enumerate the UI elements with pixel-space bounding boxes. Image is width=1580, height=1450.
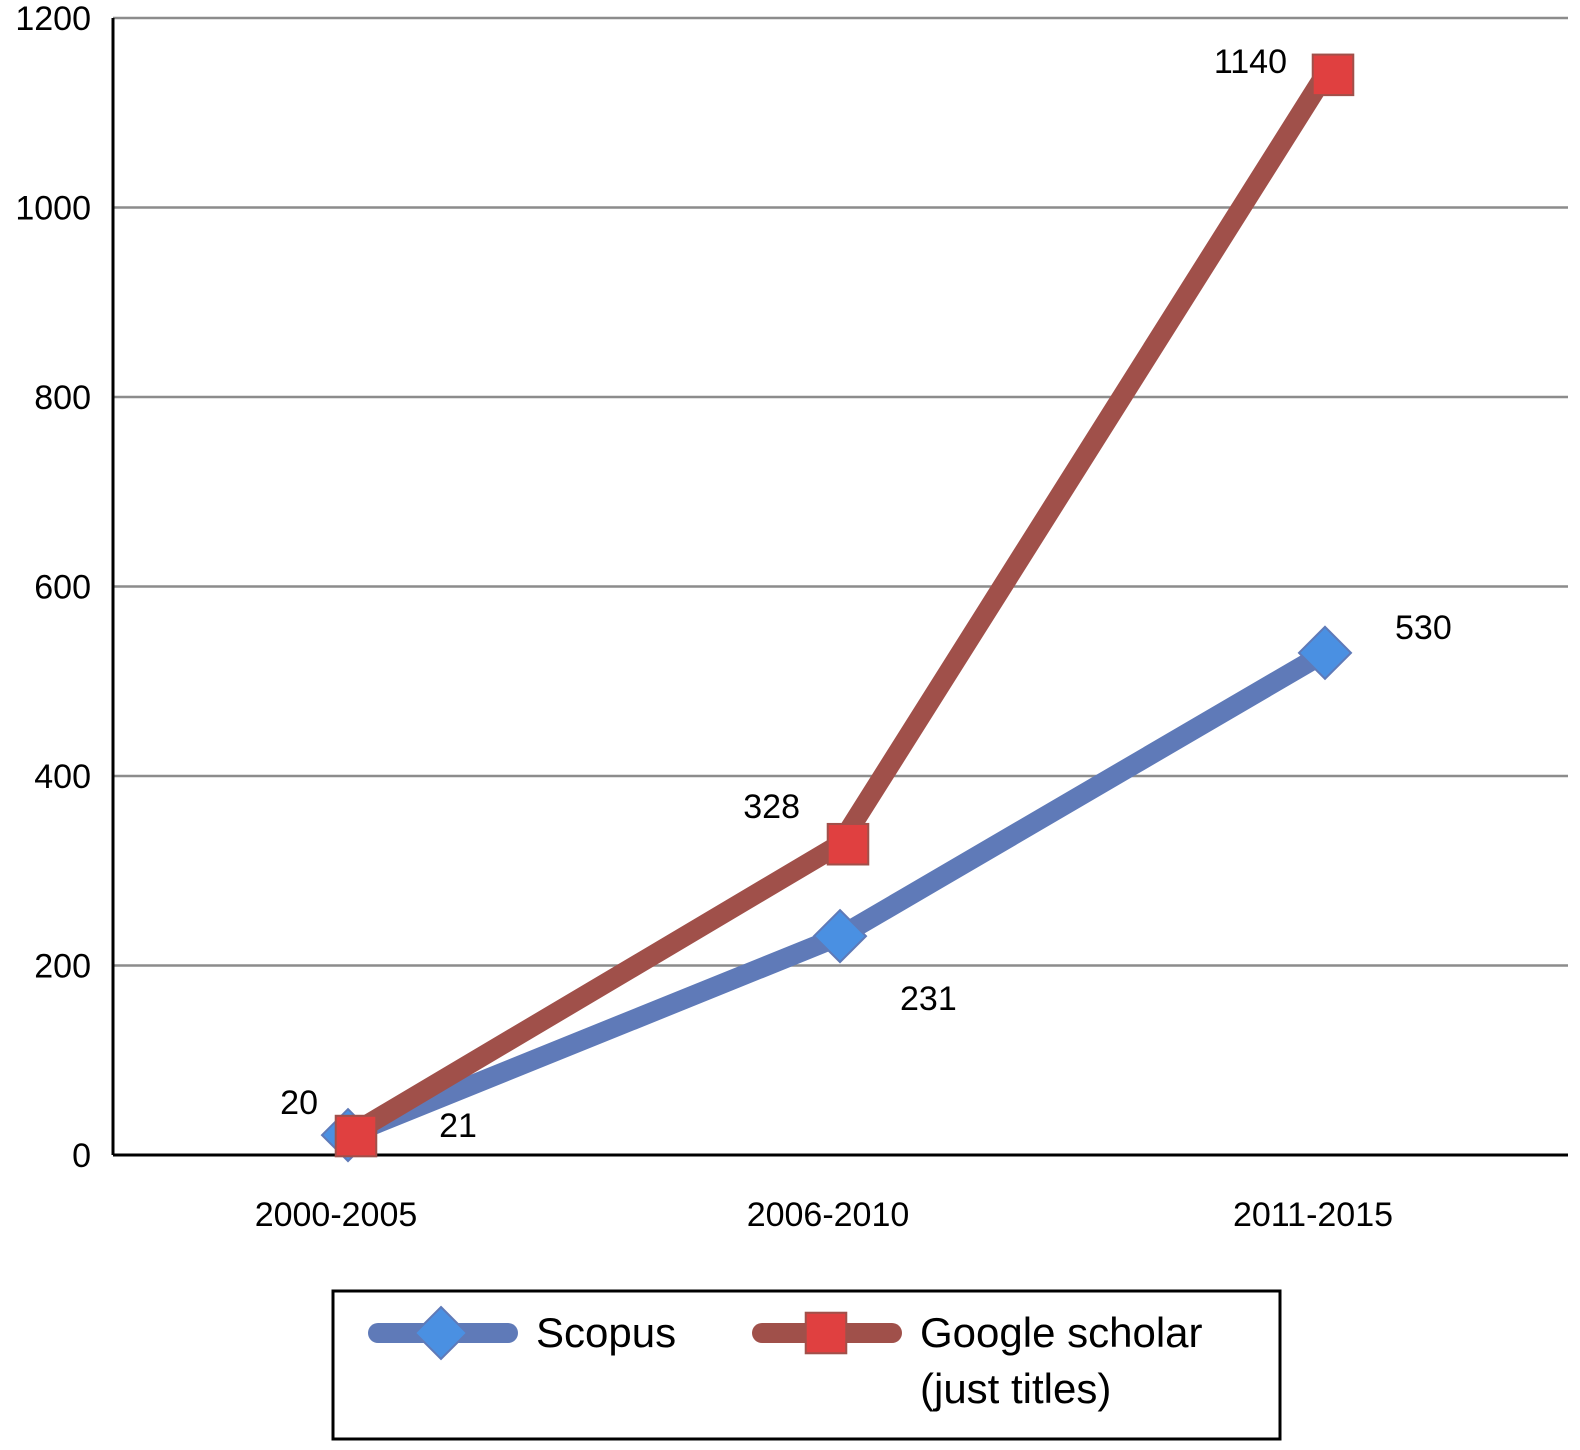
y-tick-label: 0: [72, 1137, 91, 1175]
series-markers: [320, 53, 1355, 1163]
y-tick-label: 600: [34, 569, 91, 607]
legend-label: Scopus: [536, 1309, 676, 1356]
point-marker: [413, 1305, 469, 1361]
y-tick-label: 200: [34, 948, 91, 986]
y-tick-label: 1200: [15, 0, 91, 38]
x-tick-label: 2011-2015: [1233, 1196, 1393, 1234]
point-marker: [826, 822, 870, 866]
series-line: [338, 642, 1335, 1146]
series-lines: [338, 64, 1335, 1147]
point-marker: [334, 1114, 378, 1158]
data-label: 20: [280, 1084, 318, 1122]
data-label: 231: [900, 980, 957, 1018]
y-tick-label: 400: [34, 758, 91, 796]
data-label: 21: [439, 1107, 477, 1145]
data-label: 328: [743, 788, 800, 826]
legend: Scopus Google scholar (just titles): [331, 1289, 1282, 1441]
y-tick-label: 800: [34, 379, 91, 417]
point-marker: [812, 908, 868, 964]
series-line: [338, 64, 1335, 1147]
data-label: 1140: [1214, 43, 1287, 81]
legend-label: Google scholar: [920, 1309, 1203, 1356]
point-marker: [1297, 625, 1353, 681]
point-marker: [1311, 53, 1355, 97]
legend-label: (just titles): [920, 1365, 1111, 1412]
x-tick-label: 2000-2005: [255, 1196, 418, 1234]
x-axis-ticks: 2000-2005 2006-2010 2011-2015: [255, 1196, 1393, 1234]
x-tick-label: 2006-2010: [747, 1196, 910, 1234]
data-labels: 21 231 530 20 328 1140: [280, 43, 1452, 1145]
y-tick-label: 1000: [15, 190, 91, 228]
data-label: 530: [1395, 609, 1452, 647]
point-marker: [804, 1311, 848, 1355]
gridlines: [113, 16, 1568, 967]
y-axis-ticks: 0 200 400 600 800 1000 1200: [15, 0, 91, 1175]
